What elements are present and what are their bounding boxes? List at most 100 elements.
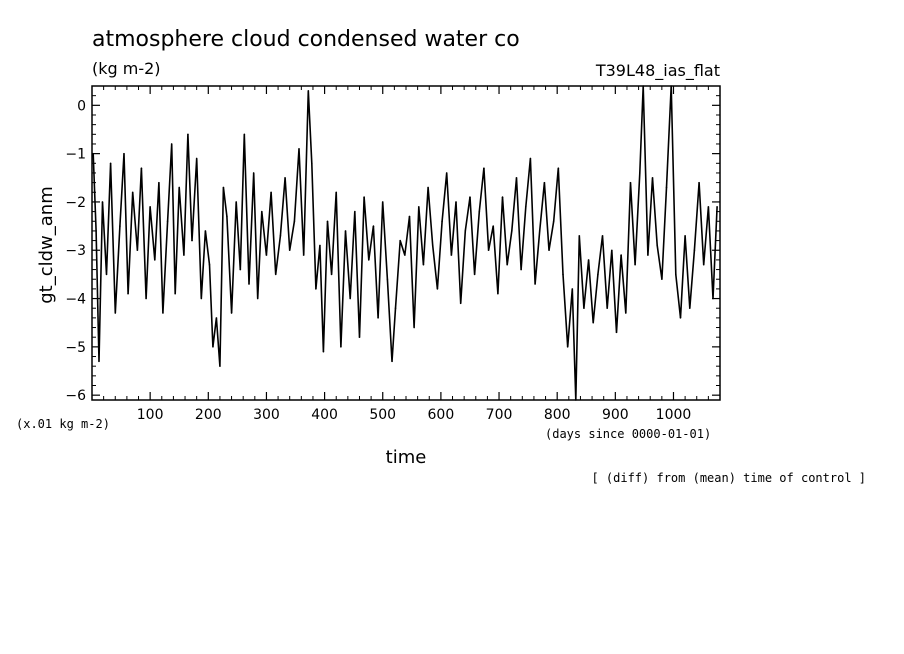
data-point <box>326 220 329 223</box>
data-point <box>445 172 448 174</box>
data-point <box>592 321 595 324</box>
data-point <box>265 254 268 256</box>
data-point <box>256 297 259 300</box>
experiment-label: T39L48_ias_flat <box>595 61 720 81</box>
chart-subtitle: (kg m-2) <box>92 59 161 78</box>
data-point <box>187 133 189 136</box>
data-point <box>511 230 513 232</box>
x-tick-label: 600 <box>428 407 455 423</box>
data-point <box>625 312 627 314</box>
data-point <box>534 283 536 285</box>
data-point <box>162 312 164 314</box>
data-point <box>95 230 97 232</box>
y-unit-label: (x.01 kg m-2) <box>16 417 110 431</box>
data-point <box>212 346 214 348</box>
data-point <box>330 273 333 276</box>
data-point <box>315 288 317 290</box>
data-point <box>543 181 546 184</box>
x-tick-label: 300 <box>253 407 280 423</box>
data-point <box>665 186 668 189</box>
data-point <box>702 263 705 266</box>
data-point <box>524 205 527 208</box>
data-point <box>109 162 112 165</box>
data-point <box>154 259 156 261</box>
data-point <box>377 317 379 319</box>
data-point <box>248 283 250 285</box>
data-point <box>243 133 246 136</box>
data-point <box>469 196 471 198</box>
data-point <box>354 210 356 213</box>
y-tick-label: −3 <box>65 243 86 259</box>
data-point <box>226 215 228 218</box>
data-point <box>140 167 143 169</box>
data-point <box>464 230 467 232</box>
data-point <box>335 191 338 194</box>
data-point <box>311 162 313 165</box>
x-tick-label: 100 <box>137 407 164 423</box>
data-point <box>92 152 94 155</box>
data-point <box>520 268 522 271</box>
data-point <box>408 215 411 218</box>
data-point <box>123 152 125 155</box>
data-point <box>319 244 321 247</box>
data-point <box>422 263 425 266</box>
data-point <box>487 249 490 252</box>
data-point <box>698 181 700 184</box>
plot-area: 100 200 300 400 500 600 700 800 900 1000 0 −1 −2 −3 −4… <box>65 85 721 423</box>
data-point <box>404 254 406 256</box>
data-point <box>279 234 282 237</box>
data-point <box>158 181 160 184</box>
data-point <box>629 181 632 184</box>
data-point <box>200 297 203 300</box>
x-tick-label: 700 <box>486 407 513 423</box>
data-point <box>492 225 495 227</box>
data-point <box>344 230 347 232</box>
data-point <box>712 297 714 300</box>
data-point <box>274 273 277 276</box>
data-point <box>191 239 193 242</box>
data-point <box>127 292 129 295</box>
data-point <box>235 201 238 203</box>
data-point <box>215 317 218 319</box>
data-point <box>195 157 198 160</box>
data-point <box>716 205 718 208</box>
data-point <box>538 230 541 232</box>
data-point <box>615 331 618 334</box>
data-point <box>670 85 672 87</box>
x-unit-label: (days since 0000-01-01) <box>545 427 711 441</box>
data-point <box>587 259 590 261</box>
data-point <box>145 297 147 300</box>
data-point <box>293 220 296 223</box>
data-point <box>459 302 462 305</box>
data-point <box>230 312 233 314</box>
data-point <box>386 278 389 281</box>
data-point <box>707 205 710 208</box>
series-line <box>92 85 718 401</box>
data-point <box>515 176 518 179</box>
data-point <box>656 244 658 247</box>
data-point <box>270 191 272 194</box>
data-point <box>399 239 401 242</box>
data-point <box>571 288 574 290</box>
data-point <box>578 234 581 237</box>
data-point <box>661 278 663 281</box>
data-point <box>417 205 420 208</box>
y-tick-label: −2 <box>65 195 86 211</box>
data-point <box>114 312 117 314</box>
data-point <box>367 259 370 261</box>
data-point <box>562 273 564 276</box>
data-point <box>693 249 696 252</box>
data-point <box>340 346 342 348</box>
data-point <box>601 234 604 237</box>
data-point <box>307 90 310 92</box>
data-point <box>358 336 361 339</box>
data-point <box>583 307 585 310</box>
x-tick-label: 900 <box>602 407 629 423</box>
x-axis-label: time <box>386 447 427 468</box>
data-point <box>170 143 173 145</box>
data-point <box>260 210 263 213</box>
data-point <box>98 360 100 363</box>
data-point <box>436 288 439 290</box>
data-point <box>642 85 645 87</box>
